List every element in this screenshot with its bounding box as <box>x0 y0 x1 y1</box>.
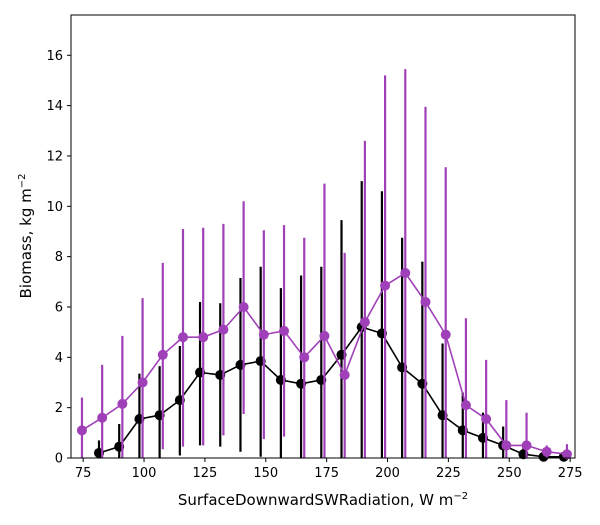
data-point <box>218 324 229 335</box>
data-point <box>198 332 209 343</box>
series-1 <box>94 181 569 462</box>
data-point <box>258 329 269 340</box>
x-axis-title-text: SurfaceDownwardSWRadiation, W m <box>178 491 454 509</box>
data-point <box>440 329 451 340</box>
data-point <box>137 377 148 388</box>
data-point <box>521 440 532 451</box>
x-tick-label: 250 <box>497 466 522 481</box>
x-tick-label: 175 <box>314 466 339 481</box>
x-tick-label: 100 <box>132 466 157 481</box>
data-point <box>299 352 310 363</box>
data-point <box>400 267 411 278</box>
y-axis-title-unit-exponent: −2 <box>17 174 28 189</box>
data-point <box>117 398 128 409</box>
x-axis-title-unit-exponent: −2 <box>453 491 468 502</box>
data-point <box>238 301 249 312</box>
x-tick-label: 275 <box>558 466 583 481</box>
y-tick-label: 4 <box>55 351 63 366</box>
data-point <box>420 296 431 307</box>
data-point <box>481 413 492 424</box>
data-point <box>541 446 552 457</box>
data-point <box>359 317 370 328</box>
y-tick-label: 16 <box>46 49 63 64</box>
data-point <box>279 325 290 336</box>
x-tick-label: 125 <box>192 466 217 481</box>
data-point <box>178 332 188 343</box>
series-2-points <box>76 267 572 460</box>
data-point <box>97 412 108 423</box>
y-tick-label: 8 <box>55 250 63 265</box>
x-tick-label: 150 <box>253 466 278 481</box>
y-axis-title: Biomass, kg m−2 <box>17 174 35 299</box>
x-tick-label: 200 <box>375 466 400 481</box>
data-point <box>460 400 471 411</box>
x-axis: 75 100 125 150 175 200 225 250 275 <box>75 458 583 481</box>
y-tick-label: 0 <box>55 452 63 467</box>
data-point <box>561 449 572 460</box>
data-point <box>76 425 87 436</box>
data-point <box>339 369 350 380</box>
series-1-line <box>98 326 564 458</box>
plot-frame <box>70 14 576 459</box>
series-1-error-bars <box>97 181 565 458</box>
data-point <box>501 440 512 451</box>
series-2 <box>76 69 572 460</box>
data-point <box>157 349 168 360</box>
y-axis: 0 2 4 6 8 10 12 14 16 <box>46 49 71 467</box>
x-tick-label: 225 <box>436 466 461 481</box>
y-axis-title-text: Biomass, kg m <box>17 188 35 298</box>
x-axis-title: SurfaceDownwardSWRadiation, W m−2 <box>178 491 468 509</box>
y-tick-label: 12 <box>46 149 63 164</box>
data-point <box>319 330 330 341</box>
y-tick-label: 10 <box>46 200 63 215</box>
y-tick-label: 14 <box>46 99 63 114</box>
y-tick-label: 6 <box>55 300 63 315</box>
data-point <box>380 280 391 291</box>
x-tick-label: 75 <box>75 466 92 481</box>
series-2-error-bars <box>80 69 569 458</box>
y-tick-label: 2 <box>55 401 63 416</box>
series-layer <box>76 69 572 462</box>
series-1-points <box>94 322 569 462</box>
